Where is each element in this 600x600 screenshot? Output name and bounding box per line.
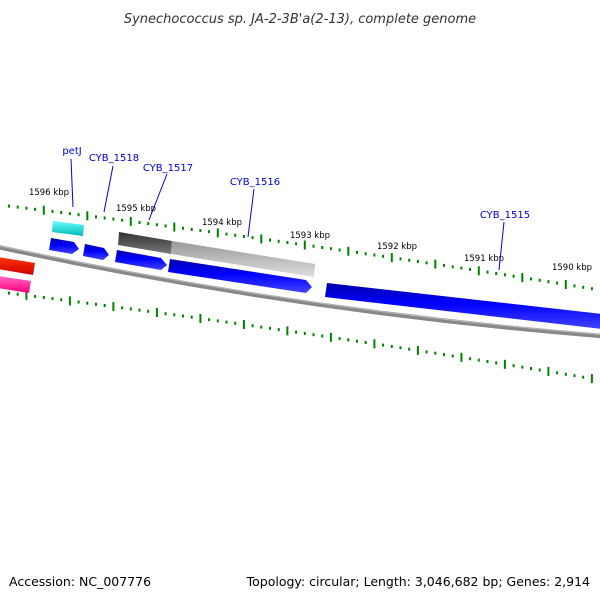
feature-pseudo-light[interactable] [171, 241, 315, 277]
kbp-label: 1591 kbp [464, 254, 504, 264]
genome-backbone [0, 245, 600, 339]
cds-arrow-3[interactable] [115, 250, 167, 270]
gene-label-CYB_1515[interactable]: CYB_1515 [480, 210, 530, 221]
kbp-labels: 1596 kbp 1595 kbp 1594 kbp 1593 kbp 1592… [29, 188, 592, 273]
kbp-label: 1594 kbp [202, 218, 242, 228]
cds-arrow-1[interactable] [49, 238, 79, 254]
outer-tick-ring [8, 204, 593, 291]
kbp-label: 1593 kbp [290, 231, 330, 241]
feature-pink[interactable] [0, 276, 31, 293]
gene-label-petJ[interactable]: petJ [62, 146, 81, 157]
cds-arrow-2[interactable] [83, 244, 109, 260]
kbp-label: 1595 kbp [116, 204, 156, 214]
gene-label-CYB_1516[interactable]: CYB_1516 [230, 177, 280, 188]
accession-text: Accession: NC_007776 [9, 574, 151, 589]
gene-label-lines [70, 158, 505, 271]
cds-arrow-5[interactable] [325, 283, 600, 329]
kbp-label: 1590 kbp [552, 263, 592, 273]
map-title: Synechococcus sp. JA-2-3B'a(2-13), compl… [124, 12, 476, 27]
gene-label-CYB_1517[interactable]: CYB_1517 [143, 163, 193, 174]
feature-cyan-petJ[interactable] [52, 221, 84, 236]
cds-arrow-4[interactable] [168, 259, 312, 293]
kbp-label: 1596 kbp [29, 188, 69, 198]
feature-pseudo-dark[interactable] [118, 232, 172, 254]
kbp-label: 1592 kbp [377, 242, 417, 252]
gene-label-CYB_1518[interactable]: CYB_1518 [89, 153, 139, 164]
feature-red[interactable] [0, 257, 35, 275]
gene-labels: petJ CYB_1518 CYB_1517 CYB_1516 CYB_1515 [62, 146, 530, 221]
genome-summary-text: Topology: circular; Length: 3,046,682 bp… [246, 574, 590, 589]
